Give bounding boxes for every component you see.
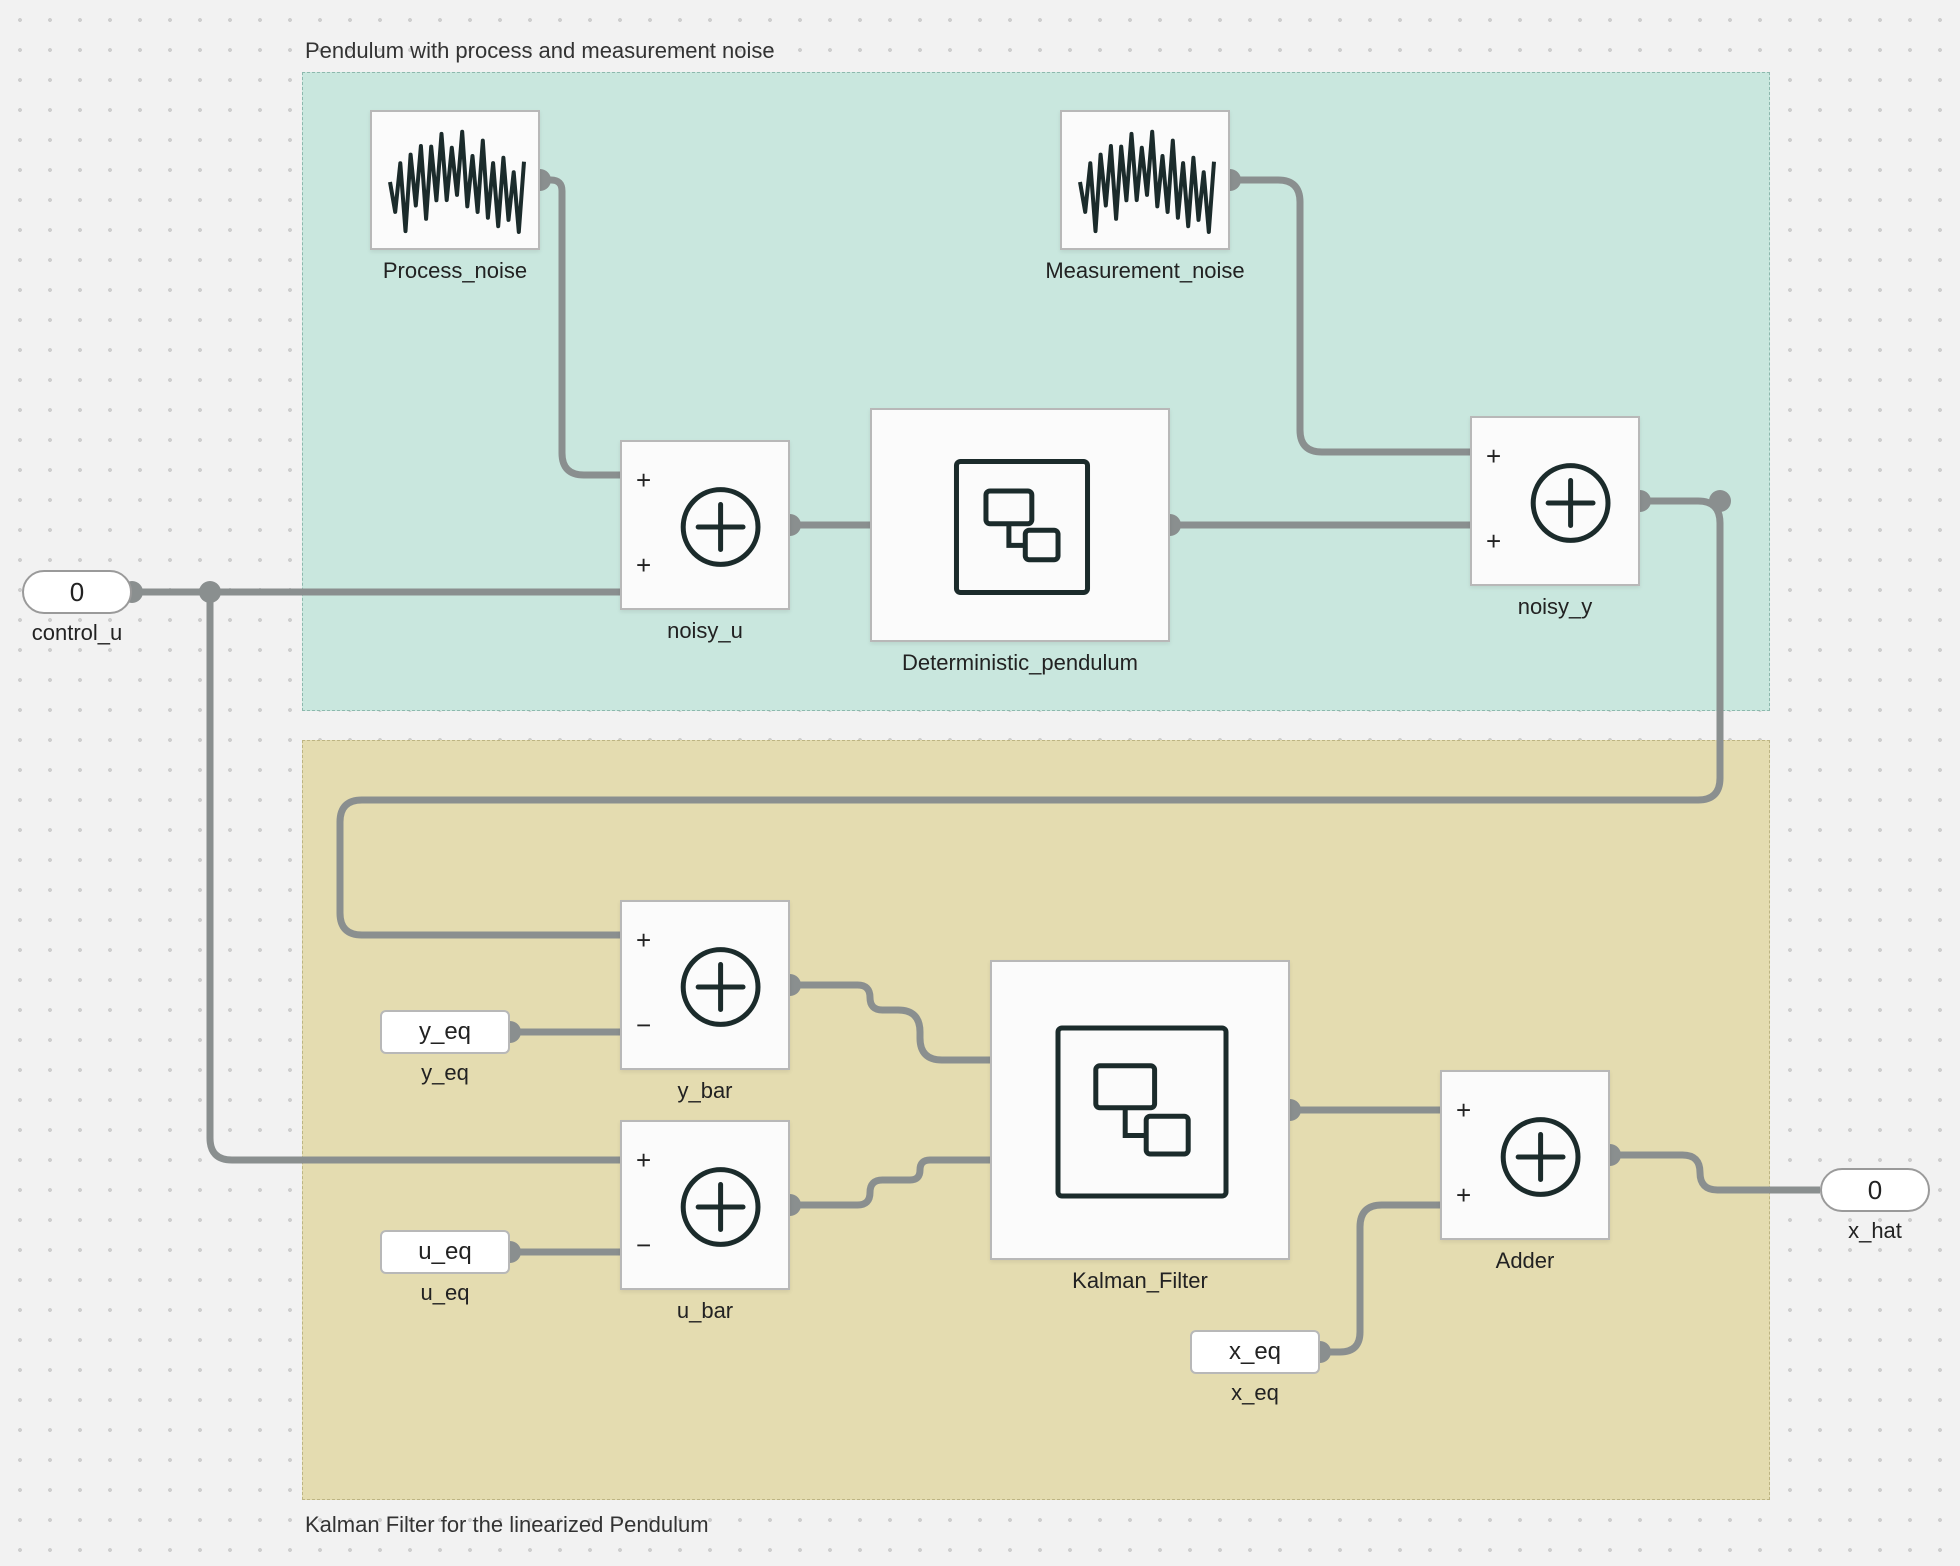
group-kalman-label: Kalman Filter for the linearized Pendulu… xyxy=(305,1512,709,1538)
sum-sign: + xyxy=(1456,1180,1471,1211)
output-port-label: x_hat xyxy=(1848,1218,1902,1244)
constant-y-eq-label: y_eq xyxy=(421,1060,469,1086)
subsystem-icon xyxy=(872,410,1172,644)
sum-sign: + xyxy=(636,465,651,496)
sum-sign: + xyxy=(636,550,651,581)
block-noisy-u[interactable]: ++ xyxy=(620,440,790,610)
input-port-control-u[interactable]: 0 xyxy=(22,570,132,614)
constant-y-eq[interactable]: y_eq xyxy=(380,1010,510,1054)
block-y-bar[interactable]: +− xyxy=(620,900,790,1070)
block-u-bar[interactable]: +− xyxy=(620,1120,790,1290)
block-kalman-filter[interactable] xyxy=(990,960,1290,1260)
sum-sign: + xyxy=(636,1145,651,1176)
sum-sign: + xyxy=(636,925,651,956)
block-kalman-filter-label: Kalman_Filter xyxy=(1072,1268,1208,1294)
sum-sign: + xyxy=(1456,1095,1471,1126)
constant-u-eq[interactable]: u_eq xyxy=(380,1230,510,1274)
block-deterministic-pendulum[interactable] xyxy=(870,408,1170,642)
input-port-value: 0 xyxy=(70,577,84,608)
block-adder-label: Adder xyxy=(1496,1248,1555,1274)
block-deterministic-pendulum-label: Deterministic_pendulum xyxy=(902,650,1138,676)
block-noisy-u-label: noisy_u xyxy=(667,618,743,644)
constant-u-eq-label: u_eq xyxy=(421,1280,470,1306)
constant-x-eq-label: x_eq xyxy=(1231,1380,1279,1406)
block-process-noise[interactable] xyxy=(370,110,540,250)
block-noisy-y-label: noisy_y xyxy=(1518,594,1593,620)
block-u-bar-label: u_bar xyxy=(677,1298,733,1324)
input-port-label: control_u xyxy=(32,620,123,646)
constant-u-eq-text: u_eq xyxy=(418,1238,471,1266)
block-noisy-y[interactable]: ++ xyxy=(1470,416,1640,586)
group-pendulum-label: Pendulum with process and measurement no… xyxy=(305,38,775,64)
sum-sign: + xyxy=(1486,441,1501,472)
block-y-bar-label: y_bar xyxy=(677,1078,732,1104)
sum-sign: + xyxy=(1486,526,1501,557)
block-process-noise-label: Process_noise xyxy=(383,258,527,284)
sum-sign: − xyxy=(636,1230,651,1261)
block-measurement-noise-label: Measurement_noise xyxy=(1045,258,1244,284)
block-measurement-noise[interactable] xyxy=(1060,110,1230,250)
output-port-value: 0 xyxy=(1868,1175,1882,1206)
diagram-canvas: Pendulum with process and measurement no… xyxy=(0,0,1960,1566)
noise-icon xyxy=(1062,112,1232,252)
noise-icon xyxy=(372,112,542,252)
output-port-x-hat[interactable]: 0 xyxy=(1820,1168,1930,1212)
sum-sign: − xyxy=(636,1010,651,1041)
constant-y-eq-text: y_eq xyxy=(419,1018,471,1046)
constant-x-eq-text: x_eq xyxy=(1229,1338,1281,1366)
subsystem-icon xyxy=(992,962,1292,1262)
block-adder[interactable]: ++ xyxy=(1440,1070,1610,1240)
constant-x-eq[interactable]: x_eq xyxy=(1190,1330,1320,1374)
